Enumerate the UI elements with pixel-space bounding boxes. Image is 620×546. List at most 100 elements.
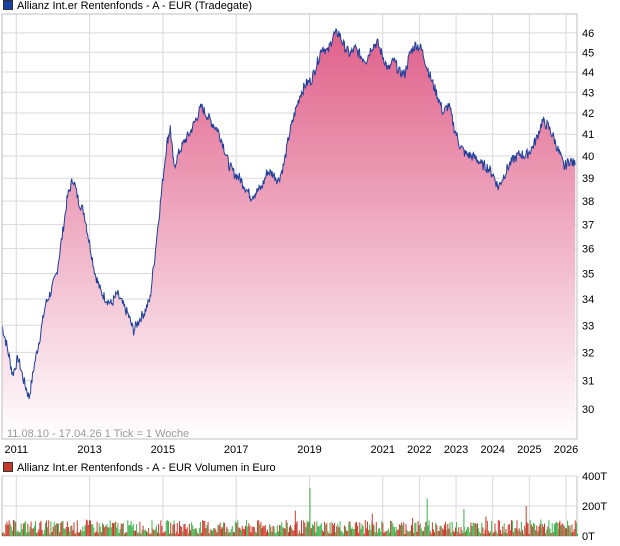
volume-bar-minor [428, 520, 430, 536]
volume-bar-minor [69, 531, 71, 536]
volume-bar-minor [518, 528, 520, 536]
volume-bar-minor [487, 530, 489, 536]
volume-bar-minor [484, 529, 486, 536]
volume-bar-minor [323, 531, 324, 536]
volume-bar [569, 525, 571, 536]
volume-bar-minor [352, 529, 354, 536]
volume-bar-minor [182, 531, 184, 536]
volume-tick-label: 0T [582, 531, 595, 543]
volume-bar-minor [164, 531, 166, 536]
volume-bar-minor [285, 520, 287, 536]
volume-bar-minor [528, 533, 530, 536]
volume-bar-minor [306, 520, 308, 536]
volume-bar-minor [99, 527, 101, 536]
volume-bar-minor [340, 530, 342, 536]
volume-bar-minor [529, 520, 531, 536]
volume-bar-minor [199, 522, 201, 536]
volume-bar-minor [395, 526, 397, 536]
volume-bar-minor [218, 525, 220, 536]
volume-bar-minor [84, 525, 86, 536]
volume-bar-minor [307, 522, 309, 536]
volume-bar-minor [126, 532, 128, 536]
volume-bar-minor [124, 533, 125, 536]
volume-bar-minor [413, 532, 415, 536]
volume-bar-minor [324, 521, 326, 536]
volume-bar-minor [205, 528, 207, 536]
volume-bar-minor [560, 525, 562, 536]
volume-bar-minor [63, 528, 65, 536]
volume-bar-minor [40, 520, 42, 536]
volume-bar-minor [489, 532, 490, 536]
volume-bar-minor [453, 532, 455, 536]
volume-bar-minor [250, 532, 252, 536]
volume-bar-minor [128, 525, 130, 536]
volume-bar-minor [176, 523, 178, 536]
volume-bar-minor [460, 527, 462, 536]
volume-bar-minor [96, 521, 98, 536]
volume-bar-minor [287, 532, 289, 536]
volume-bar-minor [7, 524, 9, 536]
volume-bar-minor [165, 520, 167, 536]
volume-bar-minor [279, 525, 281, 536]
volume-bar-minor [80, 529, 82, 536]
volume-bar-minor [313, 525, 315, 536]
volume-bar-minor [327, 531, 329, 536]
volume-bar-minor [564, 528, 566, 536]
volume-bar-minor [254, 531, 256, 536]
volume-bar-minor [290, 525, 291, 536]
volume-bar-minor [253, 527, 255, 536]
volume-bar-minor [61, 521, 63, 536]
volume-legend-swatch [3, 462, 13, 472]
volume-bar-minor [498, 520, 500, 536]
volume-bar-minor [241, 525, 243, 536]
volume-bar-minor [332, 525, 334, 536]
volume-tick-label: 400T [582, 471, 607, 483]
volume-bar-minor [330, 533, 332, 536]
volume-bar-minor [257, 520, 259, 536]
volume-bar-minor [73, 522, 75, 536]
volume-bar-minor [30, 521, 32, 536]
y-tick-label: 37 [582, 220, 594, 232]
volume-bar-minor [25, 521, 27, 536]
volume-bar-minor [450, 532, 452, 536]
volume-bar-minor [392, 523, 394, 536]
volume-bar-minor [106, 524, 108, 536]
volume-bar-minor [282, 527, 284, 536]
volume-bar-minor [356, 521, 357, 536]
volume-bar-minor [411, 524, 412, 536]
volume-bar-minor [260, 521, 262, 536]
volume-bar [558, 522, 560, 536]
x-tick-label: 2025 [517, 444, 541, 456]
volume-bar-minor [151, 520, 153, 536]
volume-bar-minor [328, 533, 330, 536]
volume-bar-minor [269, 524, 271, 536]
volume-bar-minor [228, 532, 230, 536]
volume-bar-minor [86, 520, 88, 536]
volume-bar-minor [140, 533, 142, 536]
volume-bar-minor [117, 523, 119, 536]
volume-bar-minor [415, 522, 417, 536]
volume-bar-minor [442, 529, 444, 536]
volume-bar-minor [174, 534, 176, 536]
volume-bar-minor [47, 527, 49, 536]
volume-bar-minor [420, 528, 422, 536]
volume-bar-minor [523, 533, 525, 536]
volume-bar-minor [374, 532, 376, 536]
volume-bar-minor [166, 520, 168, 536]
volume-bar-minor [459, 533, 461, 536]
volume-bar-minor [481, 522, 483, 536]
volume-bar-minor [119, 529, 121, 536]
volume-bar-minor [495, 530, 497, 536]
volume-bar-minor [401, 522, 403, 536]
volume-bar-minor [152, 528, 154, 536]
volume-bar-minor [359, 522, 361, 536]
volume-bar-minor [9, 523, 11, 536]
volume-bar-minor [531, 526, 533, 536]
volume-bar-minor [380, 531, 382, 536]
volume-bar-minor [461, 530, 463, 536]
volume-bar-minor [14, 520, 16, 536]
volume-bar-minor [193, 529, 195, 536]
volume-bar-minor [457, 531, 459, 536]
volume-bar-minor [71, 525, 73, 536]
volume-bar-minor [286, 522, 288, 536]
